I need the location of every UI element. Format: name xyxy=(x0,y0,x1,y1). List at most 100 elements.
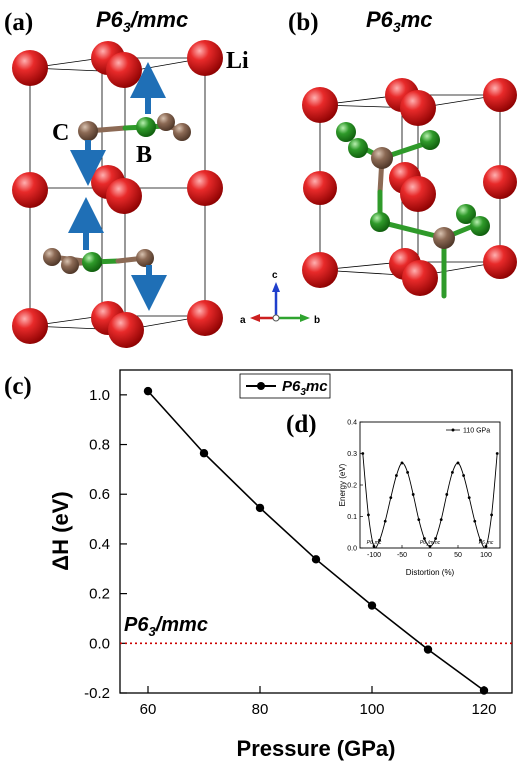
c-atom xyxy=(43,248,61,266)
series-d xyxy=(361,452,499,549)
y-tick-label: 0.2 xyxy=(89,586,110,603)
structure-a-title-rest: /mmc xyxy=(130,7,188,32)
annotation-label-base: P6 xyxy=(420,540,426,546)
atom-label-c: C xyxy=(52,120,69,146)
axis-ticks-d: -100 -50 0 50 100 0.0 0.1 0.2 0.3 0.4 xyxy=(347,420,492,560)
y-tick-label: -0.2 xyxy=(84,685,110,702)
axis-ticks-c: 60 80 100 120 -0.2 0.0 0.2 0.4 0.6 0.8 1.0 xyxy=(84,387,496,718)
b-atom xyxy=(470,216,490,236)
structure-a-title-sub: 3 xyxy=(123,19,131,35)
x-tick-label: 100 xyxy=(359,701,384,718)
legend-label: P63mc xyxy=(282,378,328,398)
data-point xyxy=(199,449,209,458)
annotation-label-base: P6 xyxy=(367,540,373,546)
structure-b-title-sub: 3 xyxy=(393,19,401,35)
panel-label-a: (a) xyxy=(4,9,33,36)
data-point xyxy=(311,555,321,564)
reference-label: P63/mmc xyxy=(124,614,208,639)
data-point xyxy=(479,686,489,695)
legend-c: P63mc xyxy=(239,373,331,399)
li-atom xyxy=(187,170,223,206)
li-atom xyxy=(303,171,337,205)
c-atom xyxy=(61,256,79,274)
data-point xyxy=(484,545,488,548)
atom-label-li: Li xyxy=(226,48,249,74)
c-atom xyxy=(433,227,455,249)
data-point xyxy=(255,503,265,513)
data-point xyxy=(367,601,377,610)
li-atoms-a xyxy=(12,40,223,348)
li-atoms-b xyxy=(302,78,517,296)
x-tick-label: 50 xyxy=(454,552,462,559)
c-atom xyxy=(371,147,393,169)
y-tick-label: 0.6 xyxy=(89,486,110,503)
annotation-label-base: P6 xyxy=(479,540,485,546)
li-atom xyxy=(12,172,48,208)
legend-marker-d xyxy=(451,428,455,432)
legend-label-sub: 3 xyxy=(300,387,306,398)
reference-label-sub: 3 xyxy=(148,624,156,639)
data-point xyxy=(389,496,393,499)
c-atom xyxy=(136,249,154,267)
panel-a: (a) P63/mmc xyxy=(4,7,249,348)
y-tick-label: 0.3 xyxy=(347,451,357,458)
b-atom xyxy=(420,130,440,150)
series-c xyxy=(143,386,489,695)
y-tick-label: 0.0 xyxy=(347,546,357,553)
axis-compass: c a b xyxy=(240,270,320,326)
data-point xyxy=(456,461,460,465)
data-point xyxy=(462,474,465,477)
panel-label-d: (d) xyxy=(286,411,317,438)
legend-d: 110 GPa xyxy=(446,428,490,435)
x-tick-label: 120 xyxy=(471,701,496,718)
b-atom xyxy=(348,138,368,158)
b-atom xyxy=(136,117,156,137)
data-point xyxy=(479,538,482,542)
x-axis-title-d: Distortion (%) xyxy=(406,568,455,577)
cb-atoms-b xyxy=(336,122,490,249)
y-axis-title-d: Energy (eV) xyxy=(338,463,347,506)
li-atom xyxy=(483,165,517,199)
panel-b: (b) P63mc xyxy=(288,7,517,299)
li-atom xyxy=(483,78,517,112)
data-point xyxy=(495,452,499,455)
x-tick-label: -100 xyxy=(367,552,381,559)
legend-label-rest: mc xyxy=(306,378,328,395)
panel-label-b: (b) xyxy=(288,9,319,36)
data-point xyxy=(428,545,432,548)
annotation-label-rest: mc xyxy=(487,540,494,546)
x-axis-title-c: Pressure (GPa) xyxy=(237,736,396,761)
annotation-label-sub: 3 xyxy=(373,543,375,547)
panel-label-c: (c) xyxy=(4,373,32,400)
x-tick-label: -50 xyxy=(397,552,407,559)
data-point xyxy=(467,496,471,499)
b-atom xyxy=(82,252,102,272)
data-point xyxy=(439,518,443,522)
x-tick-label: 60 xyxy=(140,701,157,718)
y-tick-label: 0.0 xyxy=(89,635,110,652)
data-point xyxy=(417,518,421,522)
b-atom xyxy=(456,204,476,224)
cb-atoms-a xyxy=(43,113,191,274)
annotation-label: P63mc xyxy=(367,540,382,547)
compass-label-b: b xyxy=(314,315,320,326)
annotation-label: P63/mmc xyxy=(420,540,441,547)
data-point xyxy=(451,471,454,474)
structure-a-title: P63/mmc xyxy=(96,7,188,35)
data-point xyxy=(490,513,493,517)
legend-marker xyxy=(257,382,265,390)
li-atom xyxy=(106,178,142,214)
li-atom xyxy=(302,87,338,123)
li-atom xyxy=(400,176,436,212)
y-tick-label: 0.4 xyxy=(347,420,357,427)
li-atom xyxy=(12,308,48,344)
b-atom xyxy=(336,122,356,142)
annotations-d: P63mc P63/mmc P63mc xyxy=(367,540,494,547)
data-point xyxy=(378,538,381,542)
li-atom xyxy=(483,245,517,279)
y-tick-label: 0.8 xyxy=(89,437,110,454)
li-atom xyxy=(187,300,223,336)
y-tick-label: 0.1 xyxy=(347,514,357,521)
